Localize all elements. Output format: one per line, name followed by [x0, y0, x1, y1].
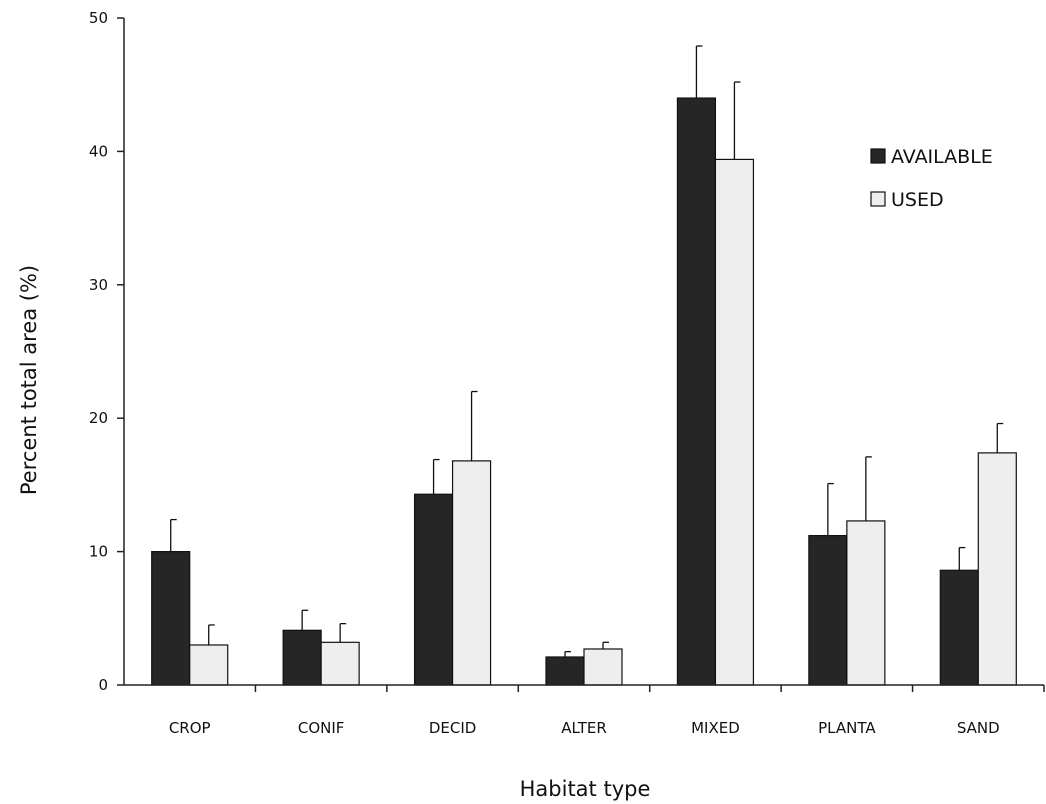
y-tick-label: 20 — [89, 409, 108, 427]
x-axis-title: Habitat type — [520, 777, 651, 801]
y-tick-label: 40 — [89, 142, 108, 160]
legend-swatch-used — [870, 191, 886, 207]
plot-area — [151, 45, 1017, 686]
legend-label-available: AVAILABLE — [891, 146, 993, 168]
bar-available-alter — [545, 656, 585, 686]
y-tick-label: 30 — [89, 276, 108, 294]
x-tick-label-planta: PLANTA — [818, 719, 876, 737]
y-axis-title: Percent total area (%) — [17, 265, 41, 495]
x-tick-label-decid: DECID — [429, 719, 476, 737]
bar-used-conif — [320, 641, 360, 686]
bar-used-planta — [846, 520, 886, 686]
legend-swatch-available — [870, 148, 886, 164]
x-tick-label-alter: ALTER — [561, 719, 607, 737]
bar-available-sand — [939, 569, 979, 686]
y-tick-label: 0 — [98, 676, 108, 694]
bar-used-decid — [451, 460, 492, 686]
y-tick-label: 50 — [89, 9, 108, 27]
x-tick-label-conif: CONIF — [298, 719, 345, 737]
bar-used-crop — [189, 644, 229, 686]
bar-available-decid — [413, 493, 454, 686]
bar-available-planta — [808, 534, 848, 686]
bar-available-crop — [151, 550, 191, 686]
x-tick-label-crop: CROP — [169, 719, 211, 737]
x-axis-ticks: CROP CONIF DECID ALTER MIXED PLANTA SAND — [169, 685, 1045, 737]
bar-available-conif — [282, 629, 322, 686]
bar-used-alter — [583, 648, 623, 686]
x-tick-label-sand: SAND — [957, 719, 1000, 737]
bar-used-sand — [977, 452, 1017, 686]
legend-label-used: USED — [891, 189, 944, 211]
x-tick-label-mixed: MIXED — [691, 719, 740, 737]
y-tick-label: 10 — [89, 543, 108, 561]
bar-used-mixed — [714, 158, 755, 686]
legend: AVAILABLE USED — [870, 146, 993, 211]
y-axis-ticks: 0 10 20 30 40 50 — [89, 9, 124, 694]
bar-available-mixed — [676, 97, 717, 686]
